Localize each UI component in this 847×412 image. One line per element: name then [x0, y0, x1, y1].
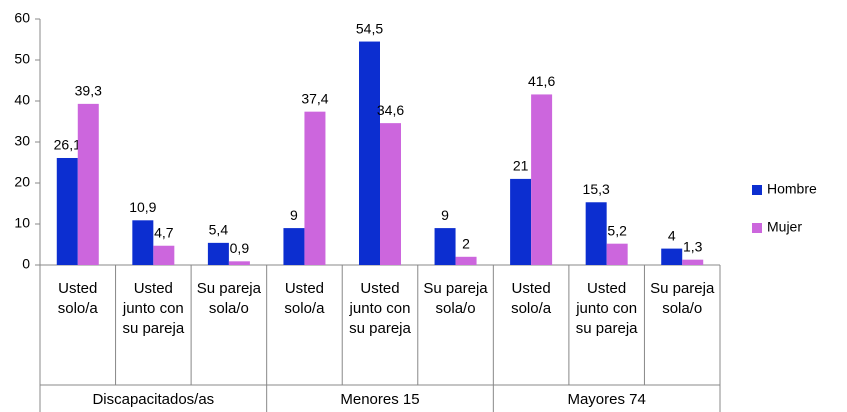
- y-tick-label: 20: [14, 174, 30, 190]
- y-tick-label: 40: [14, 92, 30, 108]
- bar: [661, 248, 683, 265]
- data-label: 26,1: [54, 137, 81, 153]
- y-tick-label: 0: [22, 256, 30, 272]
- data-label: 9: [441, 207, 449, 223]
- bar: [153, 245, 175, 265]
- data-label: 54,5: [356, 20, 383, 36]
- data-label: 1,3: [683, 238, 703, 254]
- data-label: 2: [462, 236, 470, 252]
- bar: [77, 103, 99, 266]
- bar: [56, 157, 78, 265]
- x-tick-label: Su pareja sola/o: [650, 280, 715, 317]
- x-tick-label: Su pareja sola/o: [196, 280, 261, 317]
- bar: [228, 261, 250, 265]
- legend-label: Mujer: [767, 219, 802, 235]
- data-label: 10,9: [129, 199, 156, 215]
- x-tick-label: Usted junto con su pareja: [122, 280, 185, 337]
- bar: [606, 243, 628, 265]
- data-label: 4,7: [154, 224, 174, 240]
- data-label: 37,4: [301, 90, 328, 106]
- data-label: 5,2: [607, 222, 627, 238]
- bar: [585, 202, 607, 265]
- bar: [283, 228, 305, 265]
- y-tick-label: 60: [14, 10, 30, 26]
- x-tick-label: Usted solo/a: [284, 280, 325, 317]
- x-tick-label: Usted junto con su pareja: [575, 280, 638, 337]
- legend-swatch: [752, 185, 762, 195]
- bar: [359, 41, 380, 265]
- legend-label: Hombre: [767, 181, 817, 197]
- group-label: Menores 15: [340, 391, 420, 408]
- bar: [207, 242, 229, 265]
- x-tick-label: Usted solo/a: [511, 280, 552, 317]
- data-label: 0,9: [230, 240, 250, 256]
- y-tick-label: 10: [14, 215, 30, 231]
- group-label: Mayores 74: [567, 391, 646, 408]
- bar: [380, 123, 401, 265]
- data-label: 41,6: [528, 73, 555, 89]
- bar: [434, 228, 456, 265]
- x-tick-label: Usted solo/a: [57, 280, 98, 317]
- data-label: 5,4: [209, 222, 229, 238]
- data-label: 9: [290, 207, 298, 223]
- bar: [682, 259, 704, 265]
- bar: [531, 94, 553, 265]
- x-tick-label: Usted junto con su pareja: [349, 280, 411, 337]
- bar: [455, 256, 477, 265]
- legend-swatch: [752, 223, 762, 233]
- group-label: Discapacitados/as: [92, 391, 215, 408]
- data-label: 4: [668, 227, 676, 243]
- y-tick-label: 50: [14, 51, 30, 67]
- bar: [132, 220, 154, 265]
- x-tick-label: Su pareja sola/o: [423, 280, 488, 317]
- data-label: 21: [513, 158, 529, 174]
- bar: [304, 111, 326, 265]
- bar: [510, 178, 532, 265]
- data-label: 15,3: [583, 181, 610, 197]
- data-label: 39,3: [75, 83, 102, 99]
- y-tick-label: 30: [14, 133, 30, 149]
- data-label: 34,6: [377, 102, 404, 118]
